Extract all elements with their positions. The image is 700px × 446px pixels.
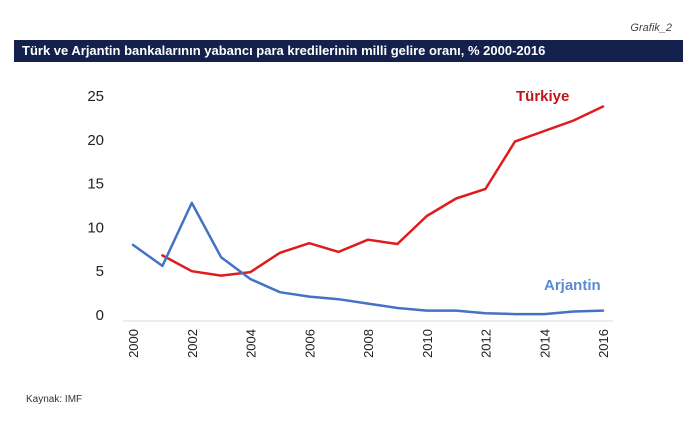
y-tick-label: 15 — [87, 176, 104, 193]
y-tick-label: 25 — [87, 88, 104, 105]
x-tick-label: 2008 — [361, 329, 376, 358]
series-line-arjantin — [131, 201, 605, 316]
x-tick-label: 2004 — [244, 329, 259, 358]
series-label-turkiye: Türkiye — [516, 88, 569, 105]
series-lines — [131, 105, 605, 316]
y-tick-label: 20 — [87, 132, 104, 149]
y-axis-ticks: 0 5 10 15 20 25 — [87, 88, 104, 324]
x-tick-label: 2010 — [420, 329, 435, 358]
x-tick-label: 2000 — [126, 329, 141, 358]
x-tick-label: 2006 — [302, 329, 317, 358]
y-tick-label: 0 — [96, 307, 104, 324]
x-tick-label: 2002 — [185, 329, 200, 358]
x-tick-label: 2016 — [596, 329, 611, 358]
series-labels: Türkiye Arjantin — [516, 88, 601, 294]
chart-title: Türk ve Arjantin bankalarının yabancı pa… — [14, 40, 683, 62]
figure-number: Grafik_2 — [630, 22, 672, 34]
x-axis-ticks: 2000 2002 2004 2006 2008 2010 2012 2014 2016 — [126, 329, 611, 358]
source-note: Kaynak: IMF — [26, 394, 83, 405]
x-tick-label: 2014 — [537, 329, 552, 358]
series-line-turkiye — [161, 105, 605, 277]
y-tick-label: 5 — [96, 263, 104, 280]
x-tick-label: 2012 — [479, 329, 494, 358]
series-label-arjantin: Arjantin — [544, 277, 601, 294]
y-tick-label: 10 — [87, 219, 104, 236]
